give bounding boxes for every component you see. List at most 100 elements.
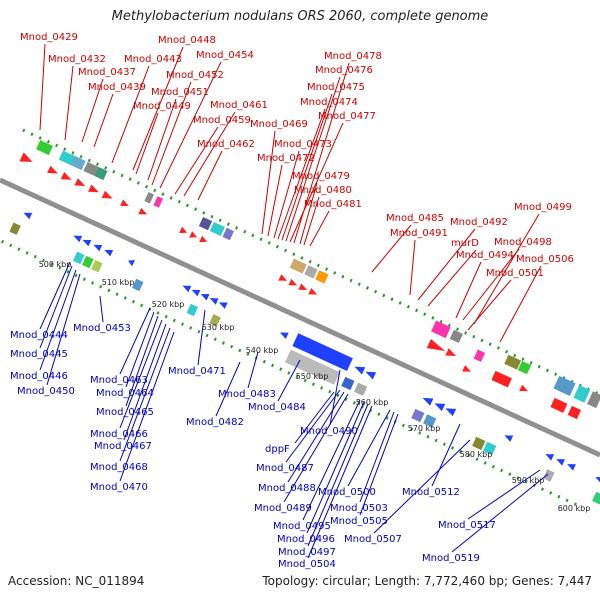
reverse-gene-label: Mnod_0496 [277, 534, 335, 545]
reverse-gene-label: Mnod_0507 [344, 534, 402, 545]
gene-arrow [278, 274, 288, 281]
forward-leader-line [64, 65, 74, 141]
forward-gene-label: Mnod_0485 [386, 213, 444, 224]
forward-leader-line [93, 93, 114, 148]
forward-gene-label: Mnod_0469 [250, 119, 308, 130]
reverse-gene-label: Mnod_0464 [96, 388, 154, 399]
reverse-leader-line [39, 269, 77, 371]
reverse-gene-label: Mnod_0466 [90, 429, 148, 440]
scale-tick-label: 540 kbp [246, 346, 279, 355]
reverse-leader-line [99, 295, 104, 323]
gene-arrow [218, 302, 228, 309]
reverse-leader-line [119, 331, 175, 482]
reverse-gene-label: Mnod_0444 [10, 330, 68, 341]
scale-tick-label: 500 kbp [39, 260, 72, 269]
label-leader-lines [39, 43, 549, 559]
forward-leader-line [427, 249, 477, 307]
reverse-gene-label: Mnod_0471 [168, 366, 226, 377]
forward-gene-label: Mnod_0452 [166, 70, 224, 81]
gene-block [186, 303, 199, 317]
gene-arrow [462, 365, 471, 372]
gene-block [70, 155, 86, 171]
reverse-leader-line [307, 405, 373, 559]
gene-block [353, 382, 368, 396]
gene-block [504, 354, 522, 370]
reverse-leader-line [277, 359, 301, 402]
reverse-leader-line [467, 469, 541, 520]
gene-arrow [595, 477, 600, 483]
forward-leader-line [197, 150, 223, 201]
gene-block [132, 278, 144, 292]
gene-arrow [209, 298, 219, 305]
scale-tick-label: 590 kbp [512, 476, 545, 485]
forward-leader-line [111, 65, 150, 164]
forward-leader-line [285, 76, 341, 242]
forward-leader-line [132, 46, 184, 171]
reverse-gene-label: Mnod_0512 [402, 487, 460, 498]
reverse-gene-label: Mnod_0445 [10, 349, 68, 360]
forward-gene-label: Mnod_0492 [450, 217, 508, 228]
gene-arrow [298, 283, 308, 290]
reverse-leader-line [125, 315, 159, 407]
forward-gene-label: Mnod_0481 [304, 199, 362, 210]
forward-gene-label: Mnod_0454 [196, 50, 254, 61]
gene-arrow [365, 371, 377, 380]
forward-gene-label: Mnod_0459 [193, 115, 251, 126]
reverse-leader-line [307, 403, 369, 547]
gene-block [9, 222, 21, 235]
backbone-line [0, 177, 600, 458]
forward-gene-label: murD [451, 238, 479, 249]
reverse-leader-line [119, 327, 171, 462]
forward-gene-label: Mnod_0480 [294, 185, 352, 196]
reverse-leader-line [215, 361, 241, 417]
reverse-leader-line [46, 273, 81, 386]
scale-tick-label: 520 kbp [152, 300, 185, 309]
forward-gene-label: Mnod_0501 [486, 268, 544, 279]
reverse-leader-line [247, 351, 259, 389]
forward-leader-line [303, 196, 320, 246]
forward-leader-line [261, 130, 276, 235]
gene-arrow [445, 348, 457, 357]
reverse-gene-label: Mnod_0470 [90, 482, 148, 493]
reverse-gene-label: Mnod_0500 [318, 487, 376, 498]
summary-text: Topology: circular; Length: 7,772,460 bp… [261, 574, 592, 588]
gene-block [58, 150, 76, 166]
gene-block [567, 405, 582, 420]
map-title: Methylobacterium nodulans ORS 2060, comp… [112, 9, 489, 24]
forward-leader-line [417, 228, 476, 301]
reverse-leader-line [123, 323, 167, 441]
reverse-gene-label: Mnod_0453 [73, 323, 131, 334]
forward-gene-label: Mnod_0475 [307, 82, 365, 93]
forward-gene-label: Mnod_0491 [390, 228, 448, 239]
gene-block [292, 333, 353, 371]
reverse-leader-line [39, 265, 73, 349]
gene-arrow [82, 239, 92, 247]
gene-arrow [200, 294, 210, 301]
gene-block [449, 329, 463, 343]
forward-leader-line [455, 261, 482, 319]
forward-gene-label: Mnod_0451 [151, 87, 209, 98]
forward-gene-label: Mnod_0429 [20, 32, 78, 43]
gene-arrow [88, 184, 99, 193]
gene-block [491, 370, 512, 388]
gene-arrow [104, 249, 114, 257]
forward-leader-line [183, 111, 236, 197]
gene-arrow [288, 278, 298, 286]
gene-features [9, 140, 600, 505]
gene-block [153, 196, 164, 208]
gene-block [83, 161, 99, 176]
gene-block [144, 191, 154, 204]
forward-leader-line [39, 43, 46, 131]
forward-leader-line [473, 213, 540, 325]
reverse-leader-line [373, 439, 471, 534]
gene-arrow [189, 231, 198, 238]
gene-block [431, 320, 451, 339]
gene-arrow [101, 190, 113, 199]
gene-arrow [120, 199, 129, 207]
gene-arrow [138, 207, 148, 215]
forward-gene-label: Mnod_0479 [292, 171, 350, 182]
forward-gene-label: Mnod_0476 [315, 65, 373, 76]
reverse-gene-label: Mnod_0446 [10, 371, 68, 382]
